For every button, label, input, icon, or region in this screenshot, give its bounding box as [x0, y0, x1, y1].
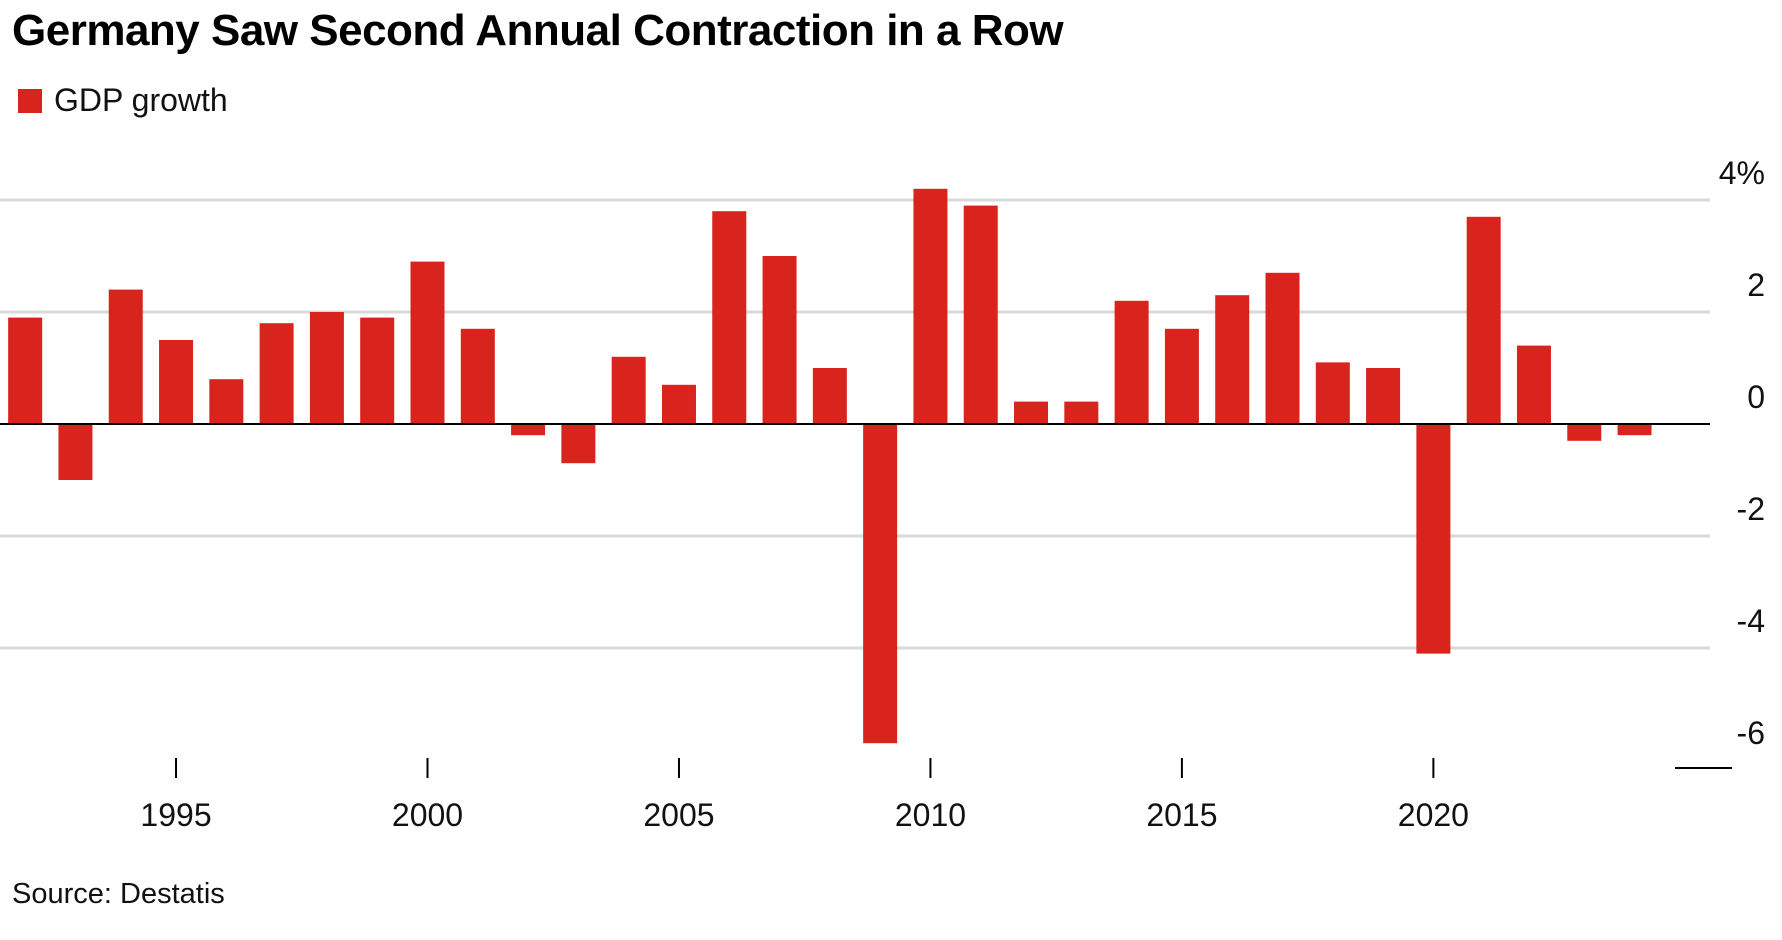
bar-2015 — [1164, 328, 1199, 424]
bar-2014 — [1114, 300, 1149, 424]
bar-2002 — [511, 424, 546, 436]
bar-1993 — [58, 424, 93, 480]
bar-1994 — [108, 289, 143, 424]
bar-2013 — [1064, 401, 1099, 424]
y-tick-label: -4 — [1737, 603, 1765, 639]
x-tick-label: 1995 — [140, 797, 211, 833]
y-tick-label: -2 — [1737, 491, 1765, 527]
x-tick-label: 2005 — [643, 797, 714, 833]
source-note: Source: Destatis — [12, 878, 225, 910]
x-tick-label: 2015 — [1146, 797, 1217, 833]
y-tick-label: 4% — [1719, 155, 1765, 191]
legend-label: GDP growth — [54, 82, 228, 118]
bar-2005 — [661, 384, 696, 424]
legend-swatch — [18, 88, 42, 113]
bar-2016 — [1215, 295, 1250, 424]
bar-2004 — [611, 356, 646, 424]
bar-2003 — [561, 424, 596, 464]
bars — [8, 188, 1652, 744]
bar-2011 — [963, 205, 998, 424]
bar-2019 — [1366, 368, 1401, 424]
x-ticks — [175, 758, 1435, 778]
bar-2017 — [1265, 272, 1300, 424]
bar-1998 — [309, 312, 344, 424]
bar-1997 — [259, 323, 294, 424]
y-tick-label: 0 — [1747, 379, 1765, 415]
bar-2007 — [762, 256, 797, 424]
bar-2006 — [712, 211, 747, 424]
bar-2000 — [410, 261, 445, 424]
y-tick-label: 2 — [1747, 267, 1765, 303]
bar-2020 — [1416, 424, 1451, 654]
bar-2001 — [460, 328, 495, 424]
bar-1995 — [159, 340, 194, 424]
y-tick-label: -6 — [1737, 715, 1765, 751]
bar-2009 — [863, 424, 898, 744]
bar-2023 — [1567, 424, 1602, 441]
bar-2012 — [1014, 401, 1049, 424]
legend: GDP growth — [18, 82, 228, 119]
bar-2018 — [1315, 362, 1350, 424]
x-tick-label: 2020 — [1398, 797, 1469, 833]
x-tick-label: 2010 — [895, 797, 966, 833]
x-tick-labels: 1995 2000 2005 2010 2015 2020 — [140, 797, 1469, 833]
bar-2010 — [913, 188, 948, 424]
zero-axis — [0, 423, 1732, 769]
x-tick-label: 2000 — [392, 797, 463, 833]
chart-title: Germany Saw Second Annual Contraction in… — [12, 6, 1064, 55]
bar-1992 — [8, 317, 43, 424]
bar-2022 — [1516, 345, 1551, 424]
bar-2008 — [812, 368, 847, 424]
bar-1996 — [209, 379, 244, 424]
bar-2024 — [1617, 424, 1652, 436]
bar-2021 — [1466, 216, 1501, 424]
y-tick-labels: 4% 2 0 -2 -4 -6 — [1719, 155, 1765, 751]
bar-1999 — [360, 317, 395, 424]
